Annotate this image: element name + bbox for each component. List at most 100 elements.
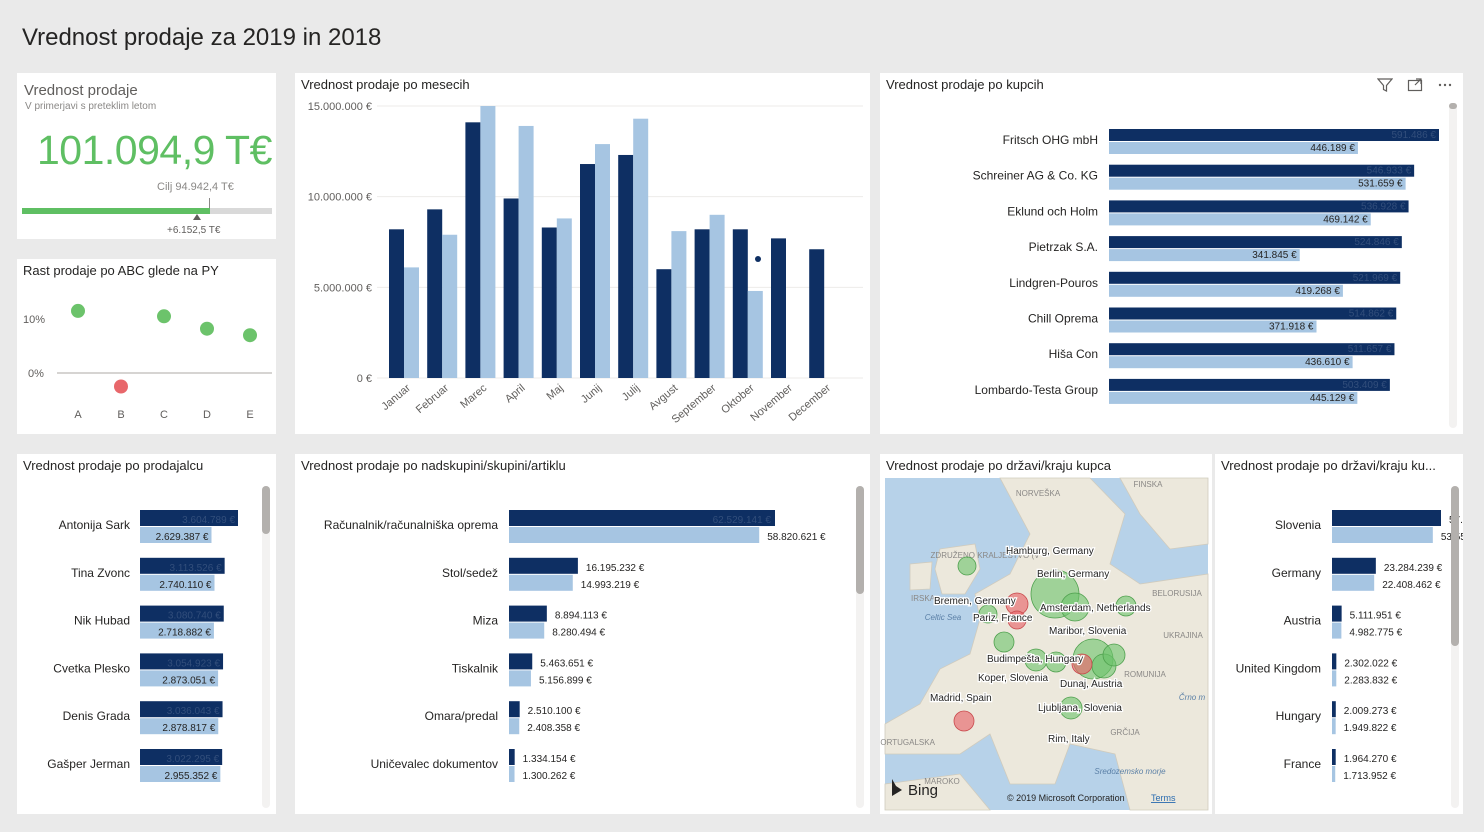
salespeople-tile[interactable]: Vrednost prodaje po prodajalcu Antonija …	[17, 454, 276, 814]
y-tick-label: 5.000.000 €	[314, 282, 372, 294]
y-tick-label: 10%	[23, 314, 45, 326]
category-label: Cvetka Plesko	[53, 661, 130, 675]
customers-scrollbar[interactable]	[1449, 103, 1457, 428]
bar-2019	[1332, 653, 1337, 670]
bar-2019	[694, 229, 710, 378]
data-point	[71, 303, 85, 318]
bar-2019	[1332, 510, 1441, 526]
x-tick-label: C	[160, 409, 168, 421]
x-tick-label: December	[787, 382, 834, 424]
data-label: 2.009.273 €	[1344, 706, 1397, 717]
salespeople-title: Vrednost prodaje po prodajalcu	[23, 458, 204, 473]
data-label: 5.111.951 €	[1350, 611, 1402, 622]
bar-2018	[509, 574, 573, 591]
focus-mode-icon[interactable]	[1407, 77, 1423, 96]
data-label: 445.129 €	[1310, 393, 1355, 404]
x-tick-label: Marec	[458, 382, 490, 411]
groups-tile[interactable]: Vrednost prodaje po nadskupini/skupini/a…	[295, 454, 870, 814]
bar-2018	[140, 527, 212, 543]
bar-2019	[509, 653, 533, 670]
monthly-tile[interactable]: Vrednost prodaje po mesecih 15.000.000 €…	[295, 73, 870, 434]
category-label: Lombardo-Testa Group	[975, 383, 1099, 397]
groups-scroll-thumb[interactable]	[856, 486, 864, 594]
bar-2018	[442, 234, 458, 378]
kpi-value: 101.094,9 T€	[37, 127, 272, 173]
map-city-label: Pariz, France	[973, 613, 1033, 624]
map-city-label: Budimpešta, Hungary	[987, 654, 1083, 665]
bar-2019	[580, 164, 595, 378]
category-label: Lindgren-Pouros	[1009, 276, 1098, 290]
bar-2018	[518, 125, 534, 378]
customers-tile[interactable]: Vrednost prodaje po kupcih Fritsch OHG m…	[880, 73, 1463, 434]
category-label: United Kingdom	[1236, 661, 1321, 675]
salespeople-scrollbar[interactable]	[262, 486, 270, 808]
category-label: Omara/predal	[425, 709, 498, 723]
map-region-label: ROMUNIJA	[1124, 670, 1166, 679]
data-label: 503.409 €	[1342, 380, 1387, 391]
data-label: 3.036.043 €	[167, 706, 220, 717]
kpi-tile[interactable]: Vrednost prodaje V primerjavi s pretekli…	[17, 73, 276, 239]
map-tile[interactable]: Vrednost prodaje po državi/kraju kupca N…	[880, 454, 1212, 814]
filter-icon[interactable]	[1376, 77, 1394, 96]
more-options-icon[interactable]	[1437, 77, 1453, 96]
countries-scroll-thumb[interactable]	[1451, 486, 1459, 646]
bar-2019	[1332, 701, 1336, 718]
bar-2019	[1332, 605, 1342, 622]
bar-2018	[1109, 320, 1317, 333]
map-city-label: Berlin, Germany	[1037, 569, 1109, 580]
groups-title: Vrednost prodaje po nadskupini/skupini/a…	[301, 458, 566, 473]
map-region-label: ZDRUŽENO KRALJESTVO (V	[931, 551, 1041, 560]
countries-tile[interactable]: Vrednost prodaje po državi/kraju ku... S…	[1215, 454, 1463, 814]
data-label: 371.918 €	[1269, 322, 1314, 333]
data-label: 4.982.775 €	[1349, 628, 1402, 639]
map-terms-link[interactable]: Terms	[1151, 793, 1176, 803]
bar-2018	[1332, 527, 1433, 543]
x-tick-label: Januar	[379, 382, 413, 413]
map-city-label: Hamburg, Germany	[1006, 546, 1094, 557]
data-label: 2.878.817 €	[162, 723, 215, 734]
bar-2018	[140, 766, 221, 782]
data-label: 341.845 €	[1252, 250, 1297, 261]
bar-2019	[1109, 307, 1397, 320]
bar-2019	[1109, 271, 1401, 284]
category-label: Pietrzak S.A.	[1029, 240, 1098, 254]
customers-title: Vrednost prodaje po kupcih	[886, 77, 1044, 92]
x-tick-label: A	[74, 409, 82, 421]
category-label: Schreiner AG & Co. KG	[973, 169, 1098, 183]
category-label: Denis Grada	[63, 709, 131, 723]
abc-growth-tile[interactable]: Rast prodaje po ABC glede na PY 10% 0% A B C…	[17, 259, 276, 434]
countries-scrollbar[interactable]	[1451, 486, 1459, 808]
kpi-goal-marker-icon	[193, 214, 201, 220]
data-label: 2.510.100 €	[528, 706, 581, 717]
bar-2018	[480, 106, 496, 378]
map-city-label: Rim, Italy	[1048, 734, 1090, 745]
kpi-progress-track	[22, 208, 272, 214]
map-bubble	[953, 710, 975, 732]
bar-2018	[404, 267, 419, 378]
map-bubble	[978, 604, 998, 624]
customers-scroll-thumb[interactable]	[1449, 103, 1457, 109]
data-label: 2.718.882 €	[158, 628, 211, 639]
data-label: 3.113.526 €	[170, 563, 223, 574]
x-tick-label: B	[117, 409, 124, 421]
bar-2019	[509, 510, 775, 526]
salespeople-chart: Antonija Sark 3.604.789 € 2.629.387 € Tina …	[47, 510, 238, 782]
bar-2018	[1109, 356, 1353, 369]
groups-scrollbar[interactable]	[856, 486, 864, 808]
data-label: 3.604.789 €	[182, 515, 235, 526]
category-label: Austria	[1284, 614, 1322, 628]
map-visual[interactable]: NORVEŠKA FINSKA ZDRUŽENO KRALJESTVO (V IRSK…	[880, 454, 1212, 814]
bar-2018	[1109, 142, 1358, 154]
category-label: Računalnik/računalniška oprema	[324, 518, 498, 532]
map-copyright: © 2019 Microsoft Corporation	[1007, 793, 1125, 803]
map-bubble	[1060, 592, 1090, 622]
bar-2018	[556, 218, 572, 378]
bar-2018	[509, 766, 515, 782]
groups-chart: Računalnik/računalniška oprema 62.529.141…	[324, 510, 826, 782]
data-label: 2.302.022 €	[1344, 658, 1397, 669]
salespeople-scroll-thumb[interactable]	[262, 486, 270, 534]
data-label: 58.820.621 €	[767, 532, 826, 543]
map-region-label: UKRAJINA	[1163, 631, 1203, 640]
bar-2018	[633, 118, 649, 378]
map-region-label: BELORUSIJA	[1152, 589, 1202, 598]
